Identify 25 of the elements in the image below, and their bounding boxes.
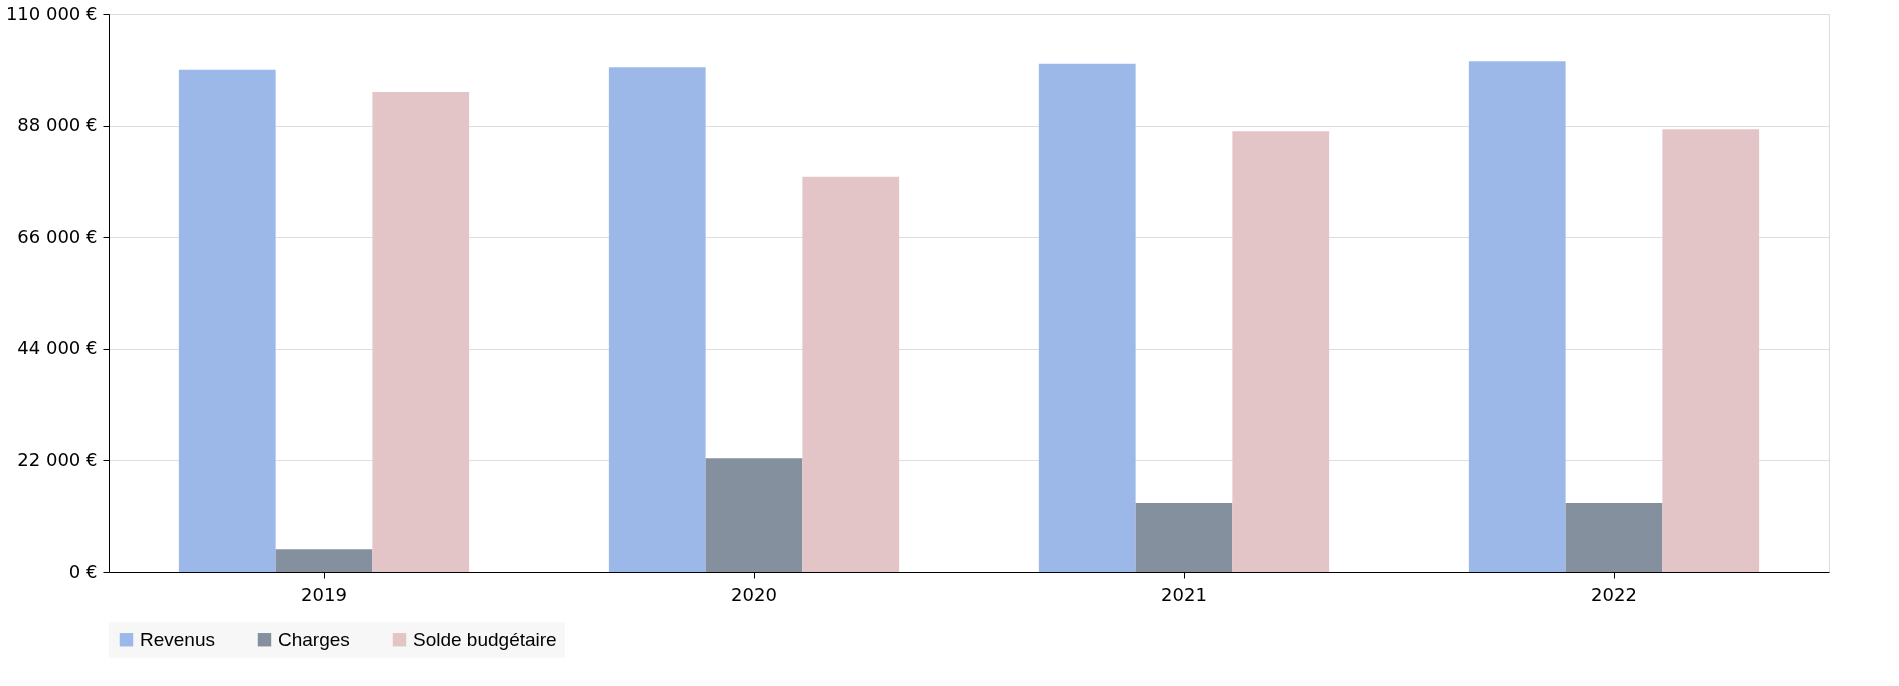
bar (1565, 503, 1663, 572)
legend-label: Revenus (140, 628, 215, 650)
x-tick-label: 2022 (1591, 583, 1637, 605)
x-tick-label: 2019 (301, 583, 347, 605)
legend-label: Solde budgétaire (413, 628, 557, 650)
y-tick-label: 0 € (68, 560, 98, 582)
y-tick-label: 66 000 € (17, 225, 98, 247)
y-tick-label: 88 000 € (17, 114, 98, 136)
bar (705, 458, 803, 572)
y-tick-label: 44 000 € (17, 337, 98, 359)
bar (1232, 131, 1330, 572)
bar (372, 92, 470, 572)
x-tick-label: 2021 (1161, 583, 1207, 605)
legend-label: Charges (278, 628, 350, 650)
bar (178, 69, 276, 572)
bar (1135, 503, 1233, 572)
y-tick-label: 22 000 € (17, 448, 98, 470)
bar (1468, 61, 1566, 572)
bar (275, 549, 373, 572)
bar (1038, 63, 1136, 572)
y-tick-label: 110 000 € (5, 2, 98, 24)
bar (802, 176, 900, 572)
bar (608, 67, 706, 572)
x-tick-label: 2020 (731, 583, 777, 605)
bar (1662, 129, 1760, 572)
